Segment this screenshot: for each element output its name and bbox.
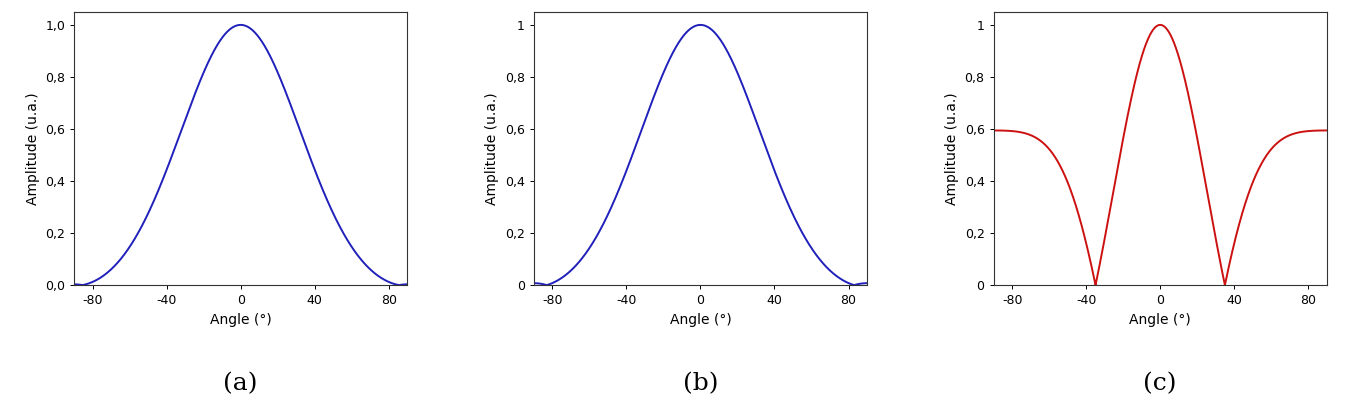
- Y-axis label: Amplitude (u.a.): Amplitude (u.a.): [485, 92, 500, 205]
- X-axis label: Angle (°): Angle (°): [210, 313, 272, 327]
- Text: (b): (b): [683, 373, 718, 396]
- X-axis label: Angle (°): Angle (°): [669, 313, 731, 327]
- Text: (a): (a): [224, 373, 257, 396]
- Y-axis label: Amplitude (u.a.): Amplitude (u.a.): [946, 92, 959, 205]
- Y-axis label: Amplitude (u.a.): Amplitude (u.a.): [26, 92, 39, 205]
- X-axis label: Angle (°): Angle (°): [1129, 313, 1191, 327]
- Text: (c): (c): [1144, 373, 1177, 396]
